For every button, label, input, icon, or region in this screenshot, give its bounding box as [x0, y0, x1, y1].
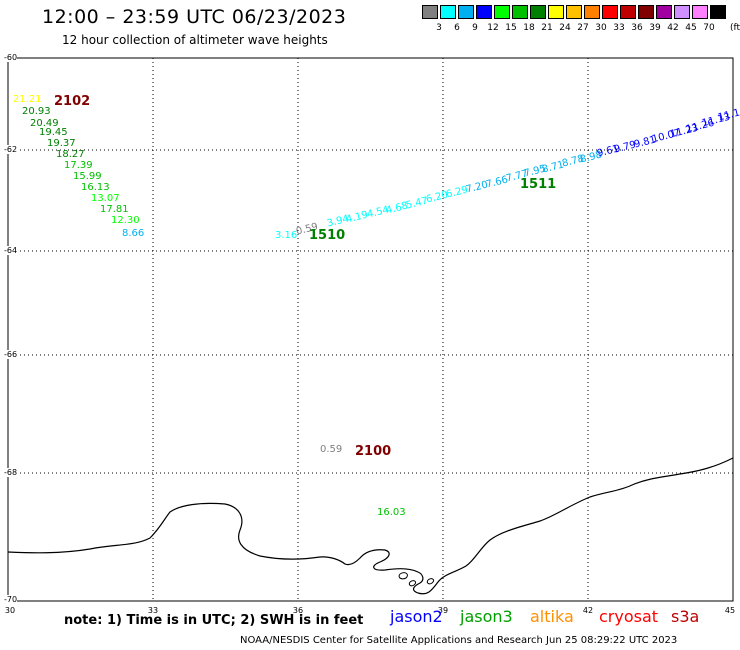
color-scale-tick: 6 — [454, 23, 460, 33]
color-swatch — [494, 5, 510, 19]
color-scale-tick: 18 — [523, 23, 535, 33]
antarctic-coastline — [7, 457, 734, 595]
wave-height-value: 0.59 — [320, 444, 343, 455]
color-scale-tick: 15 — [505, 23, 517, 33]
color-swatch — [602, 5, 618, 19]
wave-height-value: 20.49 — [30, 118, 59, 129]
color-swatch — [476, 5, 492, 19]
latitude-tick-label: -68 — [4, 468, 18, 477]
color-swatch — [440, 5, 456, 19]
color-scale-tick: 21 — [541, 23, 553, 33]
longitude-tick-label: 42 — [582, 606, 594, 615]
color-scale-tick: 24 — [559, 23, 571, 33]
latitude-tick-label: -62 — [4, 145, 18, 154]
color-swatch — [566, 5, 582, 19]
longitude-tick-label: 45 — [724, 606, 736, 615]
latitude-tick-label: -66 — [4, 350, 18, 359]
wave-height-value: 17.81 — [100, 204, 129, 215]
color-swatch — [512, 5, 528, 19]
wave-height-value: 16.03 — [377, 507, 406, 518]
longitude-tick-label: 39 — [437, 606, 449, 615]
wave-height-value: 19.37 — [47, 138, 76, 149]
color-scale-tick: 42 — [667, 23, 679, 33]
satellite-jason2-label: jason2 — [390, 607, 443, 626]
satellite-cryosat-label: cryosat — [599, 607, 659, 626]
longitude-tick-label: 36 — [292, 606, 304, 615]
color-swatch — [656, 5, 672, 19]
pass-time-label: 2100 — [355, 444, 392, 459]
color-swatch — [530, 5, 546, 19]
color-scale-tick: 45 — [685, 23, 697, 33]
color-scale-tick: 70 — [703, 23, 715, 33]
graticule — [8, 58, 733, 600]
coastline-island — [398, 572, 408, 580]
color-scale-tick: 39 — [649, 23, 661, 33]
longitude-tick-label: 33 — [147, 606, 159, 615]
latitude-tick-label: -60 — [4, 53, 18, 62]
latitude-tick-label: -70 — [4, 595, 18, 604]
color-scale-tick: 9 — [472, 23, 478, 33]
color-swatch — [692, 5, 708, 19]
page-subtitle: 12 hour collection of altimeter wave hei… — [62, 33, 328, 47]
wave-height-value: 12.30 — [111, 215, 140, 226]
satellite-jason3-label: jason3 — [460, 607, 513, 626]
color-swatch — [422, 5, 438, 19]
color-scale-unit: (ft) — [730, 23, 740, 33]
coastline-island — [426, 578, 435, 585]
color-swatch — [548, 5, 564, 19]
wave-height-value: 19.45 — [39, 127, 68, 138]
color-swatch — [584, 5, 600, 19]
wave-height-value: 8.66 — [122, 228, 145, 239]
wave-height-value: 3.16 — [275, 230, 298, 241]
color-swatch — [620, 5, 636, 19]
satellite-altika-label: altika — [530, 607, 574, 626]
color-swatch — [674, 5, 690, 19]
longitude-tick-label: 30 — [4, 606, 16, 615]
coastline-island — [408, 580, 417, 587]
pass-time-label: 1510 — [309, 228, 346, 243]
satellite-s3a-label: s3a — [671, 607, 700, 626]
color-scale-tick: 36 — [631, 23, 643, 33]
map-frame — [7, 57, 734, 602]
color-swatch — [638, 5, 654, 19]
pass-time-label: 1511 — [520, 177, 557, 192]
color-scale-tick: 30 — [595, 23, 607, 33]
pass-time-label: 2102 — [54, 94, 91, 109]
wave-height-value: 13.07 — [91, 193, 120, 204]
color-scale-tick: 12 — [487, 23, 499, 33]
color-swatch — [458, 5, 474, 19]
page-title: 12:00 – 23:59 UTC 06/23/2023 — [42, 6, 347, 28]
wave-height-value: 16.13 — [81, 182, 110, 193]
wave-height-value: 18.27 — [56, 149, 85, 160]
latitude-tick-label: -64 — [4, 246, 18, 255]
wave-height-value: 20.93 — [22, 106, 51, 117]
credit-line: NOAA/NESDIS Center for Satellite Applica… — [240, 635, 678, 646]
color-scale-tick: 27 — [577, 23, 589, 33]
color-scale-tick: 3 — [436, 23, 442, 33]
wave-height-value: 17.39 — [64, 160, 93, 171]
color-scale-tick: 33 — [613, 23, 625, 33]
wave-height-value: 21.21 — [13, 94, 42, 105]
color-swatch — [710, 5, 726, 19]
units-note: note: 1) Time is in UTC; 2) SWH is in fe… — [64, 613, 364, 628]
wave-height-value: 15.99 — [73, 171, 102, 182]
